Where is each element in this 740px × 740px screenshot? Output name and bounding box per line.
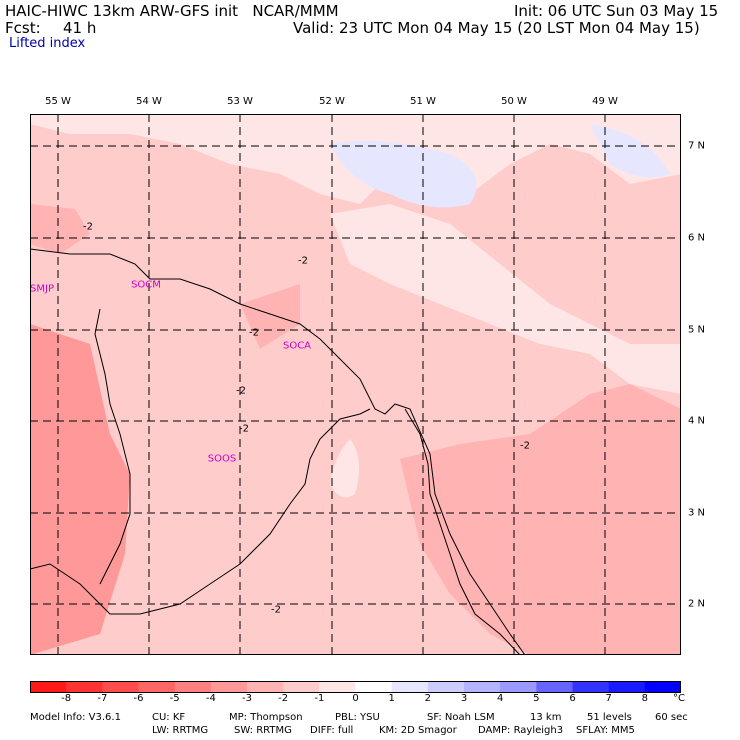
model-info-levels: 51 levels (587, 712, 632, 723)
colorbar-frame (30, 681, 681, 693)
colorbar-segment (500, 681, 537, 693)
colorbar-tick-label: -7 (97, 693, 108, 704)
colorbar-segment (210, 681, 248, 693)
colorbar-tick-label: 8 (641, 693, 649, 704)
model-info-pbl: PBL: YSU (335, 712, 380, 723)
lon-label-49w: 49 W (592, 96, 618, 107)
lon-label-50w: 50 W (501, 96, 527, 107)
colorbar-segment (644, 681, 681, 693)
colorbar-tick-label: 6 (569, 693, 576, 704)
station-soca: SOCA (282, 340, 312, 352)
colorbar-segment (283, 681, 320, 693)
colorbar-tick-label: -8 (61, 693, 72, 704)
unstable-patch (240, 284, 300, 349)
colorbar-segment (247, 681, 284, 693)
coastline (30, 248, 526, 655)
contour-label: -2 (239, 423, 249, 435)
model-info-km: KM: 2D Smagor (379, 725, 457, 736)
init-time: Init: 06 UTC Sun 03 May 15 (514, 2, 719, 20)
colorbar (30, 681, 681, 693)
colorbar-tick-label: 4 (496, 693, 504, 704)
model-info-version: Model Info: V3.6.1 (30, 712, 121, 723)
colorbar-segment (464, 681, 501, 693)
colorbar-segment (355, 681, 393, 693)
header-title: HAIC-HIWC 13km ARW-GFS init NCAR/MMM (5, 2, 339, 20)
lat-lon-grid (30, 114, 681, 655)
colorbar-segment (66, 681, 103, 693)
border-french-guiana-brazil (404, 408, 521, 655)
unstable-area-east (400, 384, 681, 655)
unstable-patch-nw (30, 204, 90, 254)
lon-label-54w: 54 W (136, 96, 162, 107)
model-info-resolution: 13 km (530, 712, 562, 723)
lon-label-52w: 52 W (319, 96, 345, 107)
forecast-label: Fcst: (5, 19, 41, 37)
colorbar-segment (30, 681, 67, 693)
contour-label: -2 (298, 255, 308, 267)
colorbar-tick-label: -6 (133, 693, 144, 704)
unstable-area-west (30, 324, 130, 655)
positive-li-area (330, 140, 477, 208)
colorbar-tick-label: -4 (205, 693, 216, 704)
border-suriname-brazil (30, 408, 371, 615)
model-info-timestep: 60 sec (655, 712, 688, 723)
field-name: Lifted index (9, 36, 86, 51)
colorbar-tick-label: -2 (278, 693, 289, 704)
lon-label-55w: 55 W (45, 96, 71, 107)
near-zero-patch (330, 439, 359, 498)
station-soos: SOOS (207, 453, 237, 465)
model-info-sw: SW: RRTMG (234, 725, 292, 736)
lat-label-2n: 2 N (688, 598, 706, 610)
lat-label-3n: 3 N (688, 507, 706, 519)
contour-label: -2 (520, 440, 530, 452)
colorbar-segment (319, 681, 356, 693)
colorbar-segment (174, 681, 212, 693)
map-frame (30, 114, 681, 655)
colorbar-tick-label: 2 (424, 693, 432, 704)
lifted-index-map (30, 114, 681, 655)
station-socm: SOCM (131, 279, 161, 291)
colorbar-tick-label: 3 (460, 693, 468, 704)
lat-label-6n: 6 N (688, 232, 706, 244)
colorbar-segment (138, 681, 176, 693)
lat-label-4n: 4 N (688, 415, 706, 427)
valid-time: Valid: 23 UTC Mon 04 May 15 (20 LST Mon … (293, 19, 700, 37)
colorbar-segment (608, 681, 646, 693)
colorbar-tick-label: 1 (388, 693, 395, 704)
colorbar-tick-label: -5 (169, 693, 180, 704)
lat-label-7n: 7 N (688, 140, 706, 152)
colorbar-segment (572, 681, 610, 693)
model-info-lw: LW: RRTMG (152, 725, 209, 736)
lon-label-51w: 51 W (410, 96, 436, 107)
model-info-sf: SF: Noah LSM (427, 712, 495, 723)
model-info-cu: CU: KF (152, 712, 186, 723)
model-info-mp: MP: Thompson (229, 712, 303, 723)
lat-label-5n: 5 N (688, 324, 706, 336)
contour-label: -2 (236, 385, 246, 397)
colorbar-tick-label: 0 (352, 693, 359, 704)
lon-label-53w: 53 W (227, 96, 253, 107)
colorbar-tick-label: -3 (242, 693, 252, 704)
colorbar-tick-label: 5 (533, 693, 540, 704)
near-zero-band (330, 204, 681, 394)
colorbar-segment (536, 681, 573, 693)
forecast-hour: 41 h (63, 19, 97, 37)
positive-li-area-east (590, 124, 670, 178)
contour-label: -2 (83, 221, 93, 233)
colorbar-tick-label: 7 (605, 693, 612, 704)
model-info-damp: DAMP: Rayleigh3 (478, 725, 564, 736)
model-info-sflay: SFLAY: MM5 (576, 725, 635, 736)
station-smjp: SMJP (30, 283, 54, 295)
border-suriname-guyana (94, 308, 131, 585)
colorbar-segment (391, 681, 429, 693)
colorbar-segment (102, 681, 139, 693)
contour-label: -2 (249, 327, 259, 339)
contour-label: -2 (271, 604, 281, 616)
model-info-diff: DIFF: full (310, 725, 354, 736)
colorbar-segment (427, 681, 465, 693)
colorbar-unit: °C (673, 693, 685, 704)
colorbar-tick-label: -1 (314, 693, 325, 704)
